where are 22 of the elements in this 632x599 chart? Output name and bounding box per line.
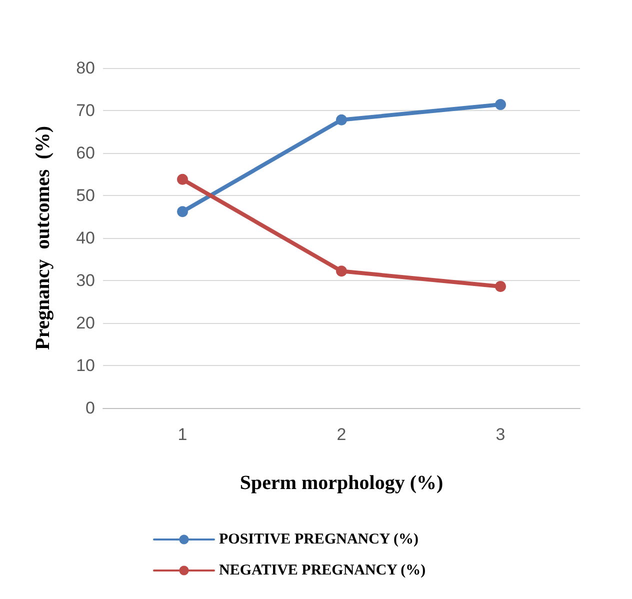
y-tick-label: 40 [76,228,95,248]
y-axis-title: Pregnancy outcomes (%) [32,126,54,350]
y-tick-label: 50 [76,186,95,205]
point [177,174,188,185]
y-tick-label: 0 [86,398,95,418]
y-tick-label: 30 [76,271,95,290]
y-tick-label: 70 [76,101,95,120]
x-tick-label: 2 [336,425,346,444]
point [336,266,347,277]
y-tick-label: 10 [76,356,95,375]
x-axis-title: Sperm morphology (%) [240,472,444,494]
x-tick-label: 3 [496,425,506,444]
y-tick-label: 20 [76,314,95,332]
point [336,114,347,126]
point [495,280,506,292]
y-tick-label: 80 [76,58,95,78]
point [177,206,188,218]
legend-label: NEGATIVE PREGNANCY (%) [219,562,426,578]
y-tick-label: 60 [76,144,95,162]
x-tick-label: 1 [178,425,188,444]
point [495,99,506,110]
legend-label: POSITIVE PREGNANCY (%) [219,532,418,548]
